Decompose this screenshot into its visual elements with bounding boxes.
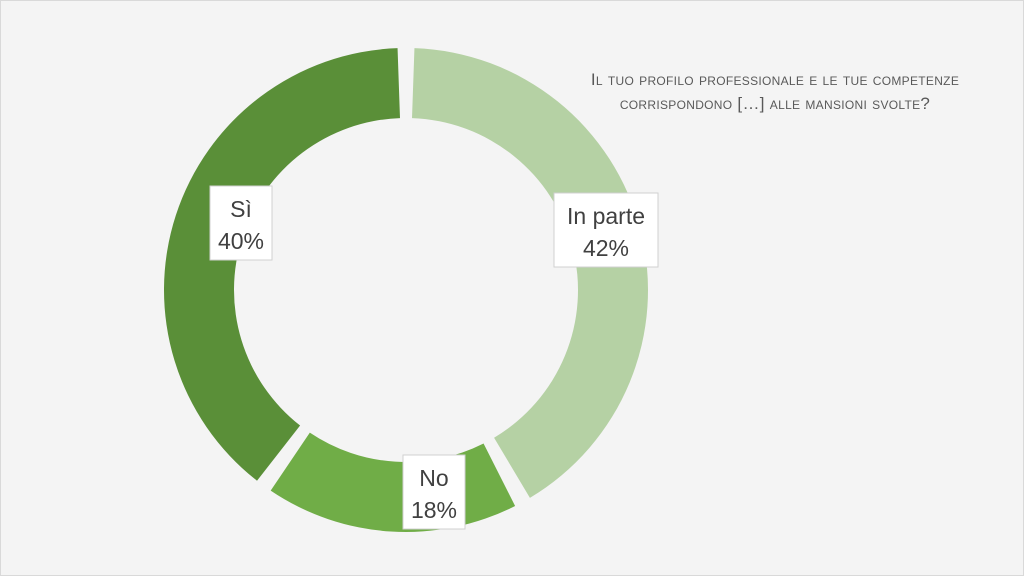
donut-labels: In parte 42% No 18% Sì 40% — [209, 185, 659, 530]
slice-no — [270, 432, 516, 532]
data-label-box-in-parte — [553, 192, 659, 268]
chart-title: Il tuo profilo professionale e le tue co… — [590, 70, 960, 113]
data-label-value-no: 18% — [411, 497, 457, 523]
data-label-category-in-parte: In parte — [567, 203, 645, 229]
data-label-box-no — [402, 454, 466, 530]
slice-si — [163, 48, 400, 481]
data-label-category-si: Sì — [230, 196, 252, 222]
data-label-category-no: No — [419, 465, 448, 491]
slice-in-parte — [412, 48, 648, 498]
data-label-box-si — [209, 185, 273, 261]
data-label-value-si: 40% — [218, 228, 264, 254]
data-label-value-in-parte: 42% — [583, 235, 629, 261]
